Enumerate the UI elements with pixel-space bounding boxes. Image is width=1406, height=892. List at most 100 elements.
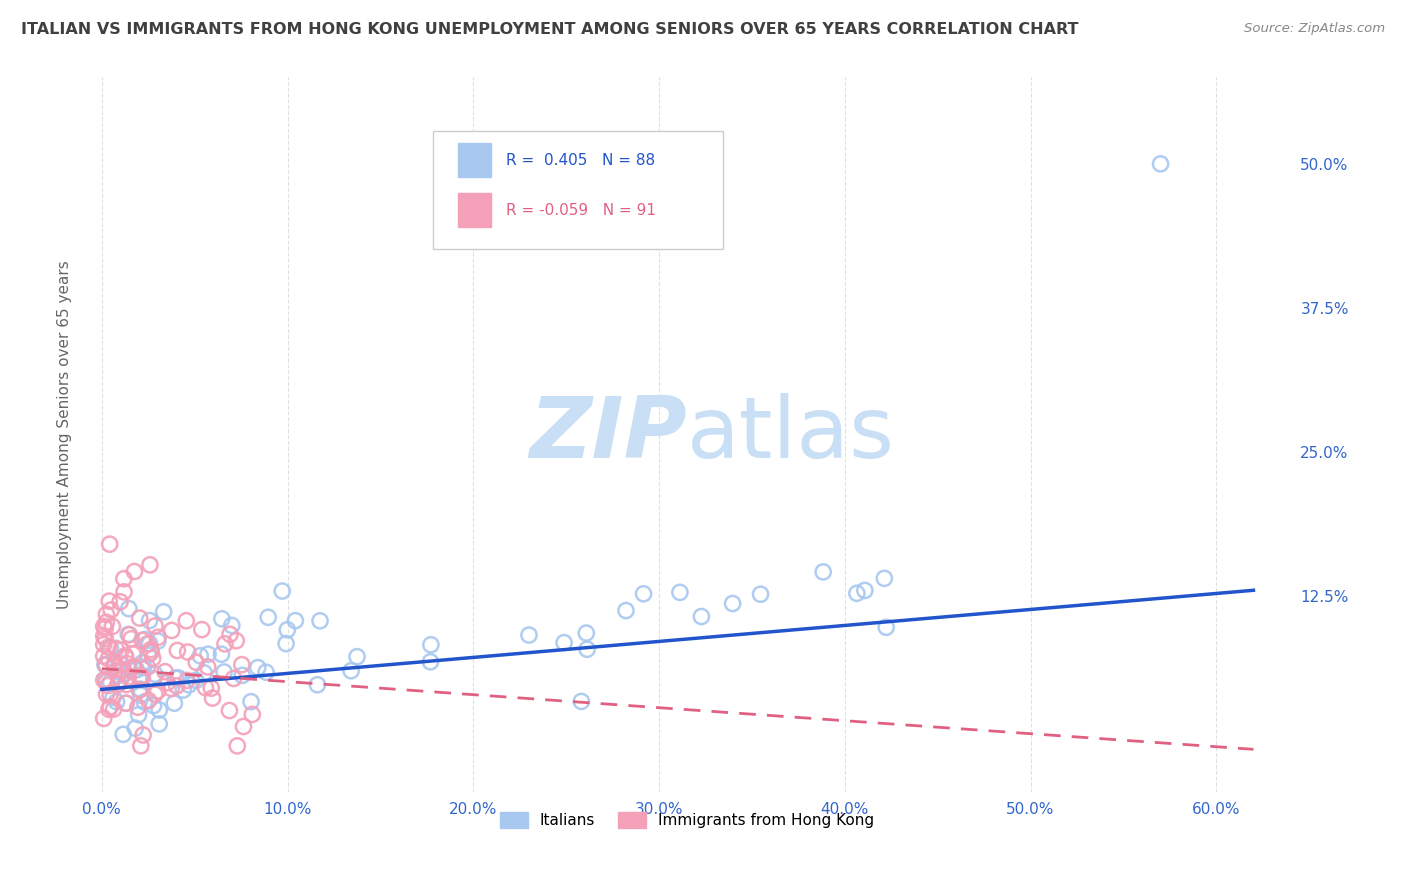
Point [98, 537, 121, 551]
Point [340, 664, 363, 678]
Point [115, 677, 138, 691]
Point [124, 663, 146, 677]
Point [98, 700, 121, 714]
Point [138, 648, 160, 663]
Point [212, 665, 235, 679]
Point [553, 635, 575, 649]
Point [166, 643, 188, 657]
Point [156, 675, 179, 690]
Point [97, 651, 120, 665]
Point [177, 645, 200, 659]
Point [134, 695, 156, 709]
Point [575, 626, 598, 640]
Y-axis label: Unemployment Among Seniors over 65 years: Unemployment Among Seniors over 65 years [58, 260, 72, 609]
Point [93, 638, 115, 652]
Point [97, 702, 120, 716]
Point [146, 684, 169, 698]
Point [875, 620, 897, 634]
Point [103, 702, 125, 716]
Point [104, 641, 127, 656]
Point [94, 673, 117, 687]
Point [94, 632, 117, 646]
Point [669, 585, 692, 599]
Point [139, 642, 162, 657]
Point [873, 571, 896, 585]
Point [576, 642, 599, 657]
Point [218, 704, 240, 718]
Point [97, 640, 120, 655]
Text: ZIP: ZIP [529, 393, 688, 476]
Point [346, 649, 368, 664]
Point [138, 614, 160, 628]
Point [100, 675, 122, 690]
Point [96, 615, 118, 630]
Point [811, 565, 834, 579]
Point [194, 681, 217, 695]
Point [219, 627, 242, 641]
Point [108, 656, 131, 670]
Point [128, 682, 150, 697]
Point [114, 648, 136, 663]
Point [103, 690, 125, 705]
Point [254, 665, 277, 680]
Point [177, 678, 200, 692]
Point [104, 656, 127, 670]
Point [614, 603, 637, 617]
Point [96, 687, 118, 701]
Point [93, 619, 115, 633]
Point [131, 671, 153, 685]
Point [94, 658, 117, 673]
Point [114, 667, 136, 681]
Point [129, 739, 152, 753]
Point [103, 659, 125, 673]
Point [211, 612, 233, 626]
Point [115, 696, 138, 710]
Point [853, 583, 876, 598]
Point [146, 634, 169, 648]
Point [143, 619, 166, 633]
Point [721, 597, 744, 611]
Point [110, 643, 132, 657]
Point [128, 611, 150, 625]
Point [110, 673, 132, 687]
Point [128, 707, 150, 722]
Point [136, 637, 159, 651]
Point [100, 603, 122, 617]
Point [118, 601, 141, 615]
Point [186, 655, 208, 669]
Point [197, 660, 219, 674]
Point [188, 648, 211, 663]
Point [284, 614, 307, 628]
Point [271, 584, 294, 599]
Point [569, 694, 592, 708]
Point [163, 696, 186, 710]
Point [845, 586, 868, 600]
Point [98, 594, 121, 608]
Point [142, 672, 165, 686]
Point [221, 618, 243, 632]
Point [517, 628, 540, 642]
Point [129, 669, 152, 683]
Point [211, 647, 233, 661]
Point [122, 659, 145, 673]
Point [105, 695, 128, 709]
Point [97, 679, 120, 693]
Point [167, 671, 190, 685]
Point [93, 649, 115, 664]
Point [152, 605, 174, 619]
Point [120, 632, 142, 646]
Point [131, 656, 153, 670]
Point [240, 695, 263, 709]
Point [148, 703, 170, 717]
Legend: Italians, Immigrants from Hong Kong: Italians, Immigrants from Hong Kong [494, 806, 880, 834]
Point [749, 587, 772, 601]
Point [98, 687, 121, 701]
Point [166, 679, 188, 693]
Point [127, 700, 149, 714]
Point [136, 660, 159, 674]
Point [117, 670, 139, 684]
FancyBboxPatch shape [457, 194, 491, 227]
Point [103, 659, 125, 673]
Point [225, 633, 247, 648]
Point [419, 655, 441, 669]
